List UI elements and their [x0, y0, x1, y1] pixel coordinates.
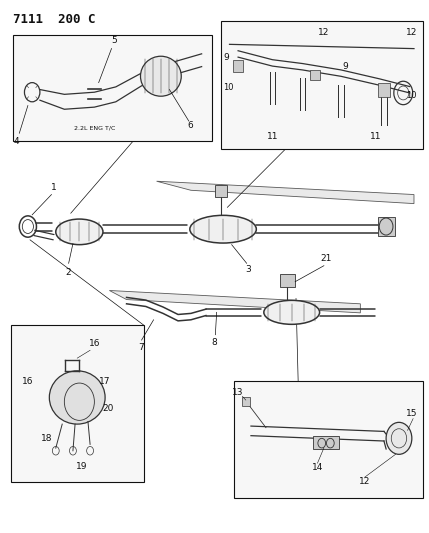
Ellipse shape [56, 219, 103, 245]
Ellipse shape [264, 301, 320, 324]
Text: 18: 18 [42, 434, 53, 443]
Text: 11: 11 [267, 132, 278, 141]
Text: 21: 21 [320, 254, 332, 263]
Bar [310, 70, 320, 80]
Text: 8: 8 [211, 338, 218, 347]
Ellipse shape [141, 56, 181, 96]
Bar [242, 397, 250, 407]
Bar [234, 381, 423, 498]
Text: 7: 7 [138, 343, 144, 352]
Text: 5: 5 [111, 36, 117, 45]
Ellipse shape [49, 371, 105, 424]
Text: 16: 16 [22, 377, 33, 386]
Circle shape [386, 422, 412, 454]
Bar [221, 21, 423, 149]
Text: 20: 20 [103, 404, 114, 413]
Text: 10: 10 [223, 83, 233, 92]
Text: 9: 9 [342, 62, 348, 70]
Text: 2.2L ENG T/C: 2.2L ENG T/C [74, 126, 115, 131]
Polygon shape [157, 181, 414, 204]
Ellipse shape [190, 215, 256, 243]
Text: 4: 4 [13, 137, 19, 146]
Text: 14: 14 [312, 463, 323, 472]
Text: 11: 11 [370, 132, 381, 141]
Text: 9: 9 [224, 53, 230, 62]
Text: 15: 15 [406, 409, 417, 418]
Text: 12: 12 [359, 478, 370, 487]
Bar [215, 185, 227, 197]
Polygon shape [109, 290, 360, 313]
Bar [378, 217, 395, 236]
Text: 12: 12 [318, 28, 329, 37]
Text: 12: 12 [406, 28, 417, 37]
Bar [378, 84, 390, 98]
Text: 16: 16 [89, 340, 100, 349]
Bar [313, 435, 339, 449]
Text: 17: 17 [100, 377, 111, 386]
Bar [11, 325, 144, 482]
Text: 1: 1 [51, 183, 57, 192]
Text: 13: 13 [232, 389, 243, 397]
Text: 3: 3 [245, 265, 251, 274]
Bar [13, 35, 212, 141]
Text: 10: 10 [406, 91, 416, 100]
Text: 7111  200 C: 7111 200 C [13, 13, 95, 26]
Text: 19: 19 [76, 462, 87, 471]
Bar [233, 60, 243, 72]
Bar [280, 274, 295, 287]
Text: 2: 2 [66, 268, 72, 277]
Text: 6: 6 [187, 121, 193, 130]
